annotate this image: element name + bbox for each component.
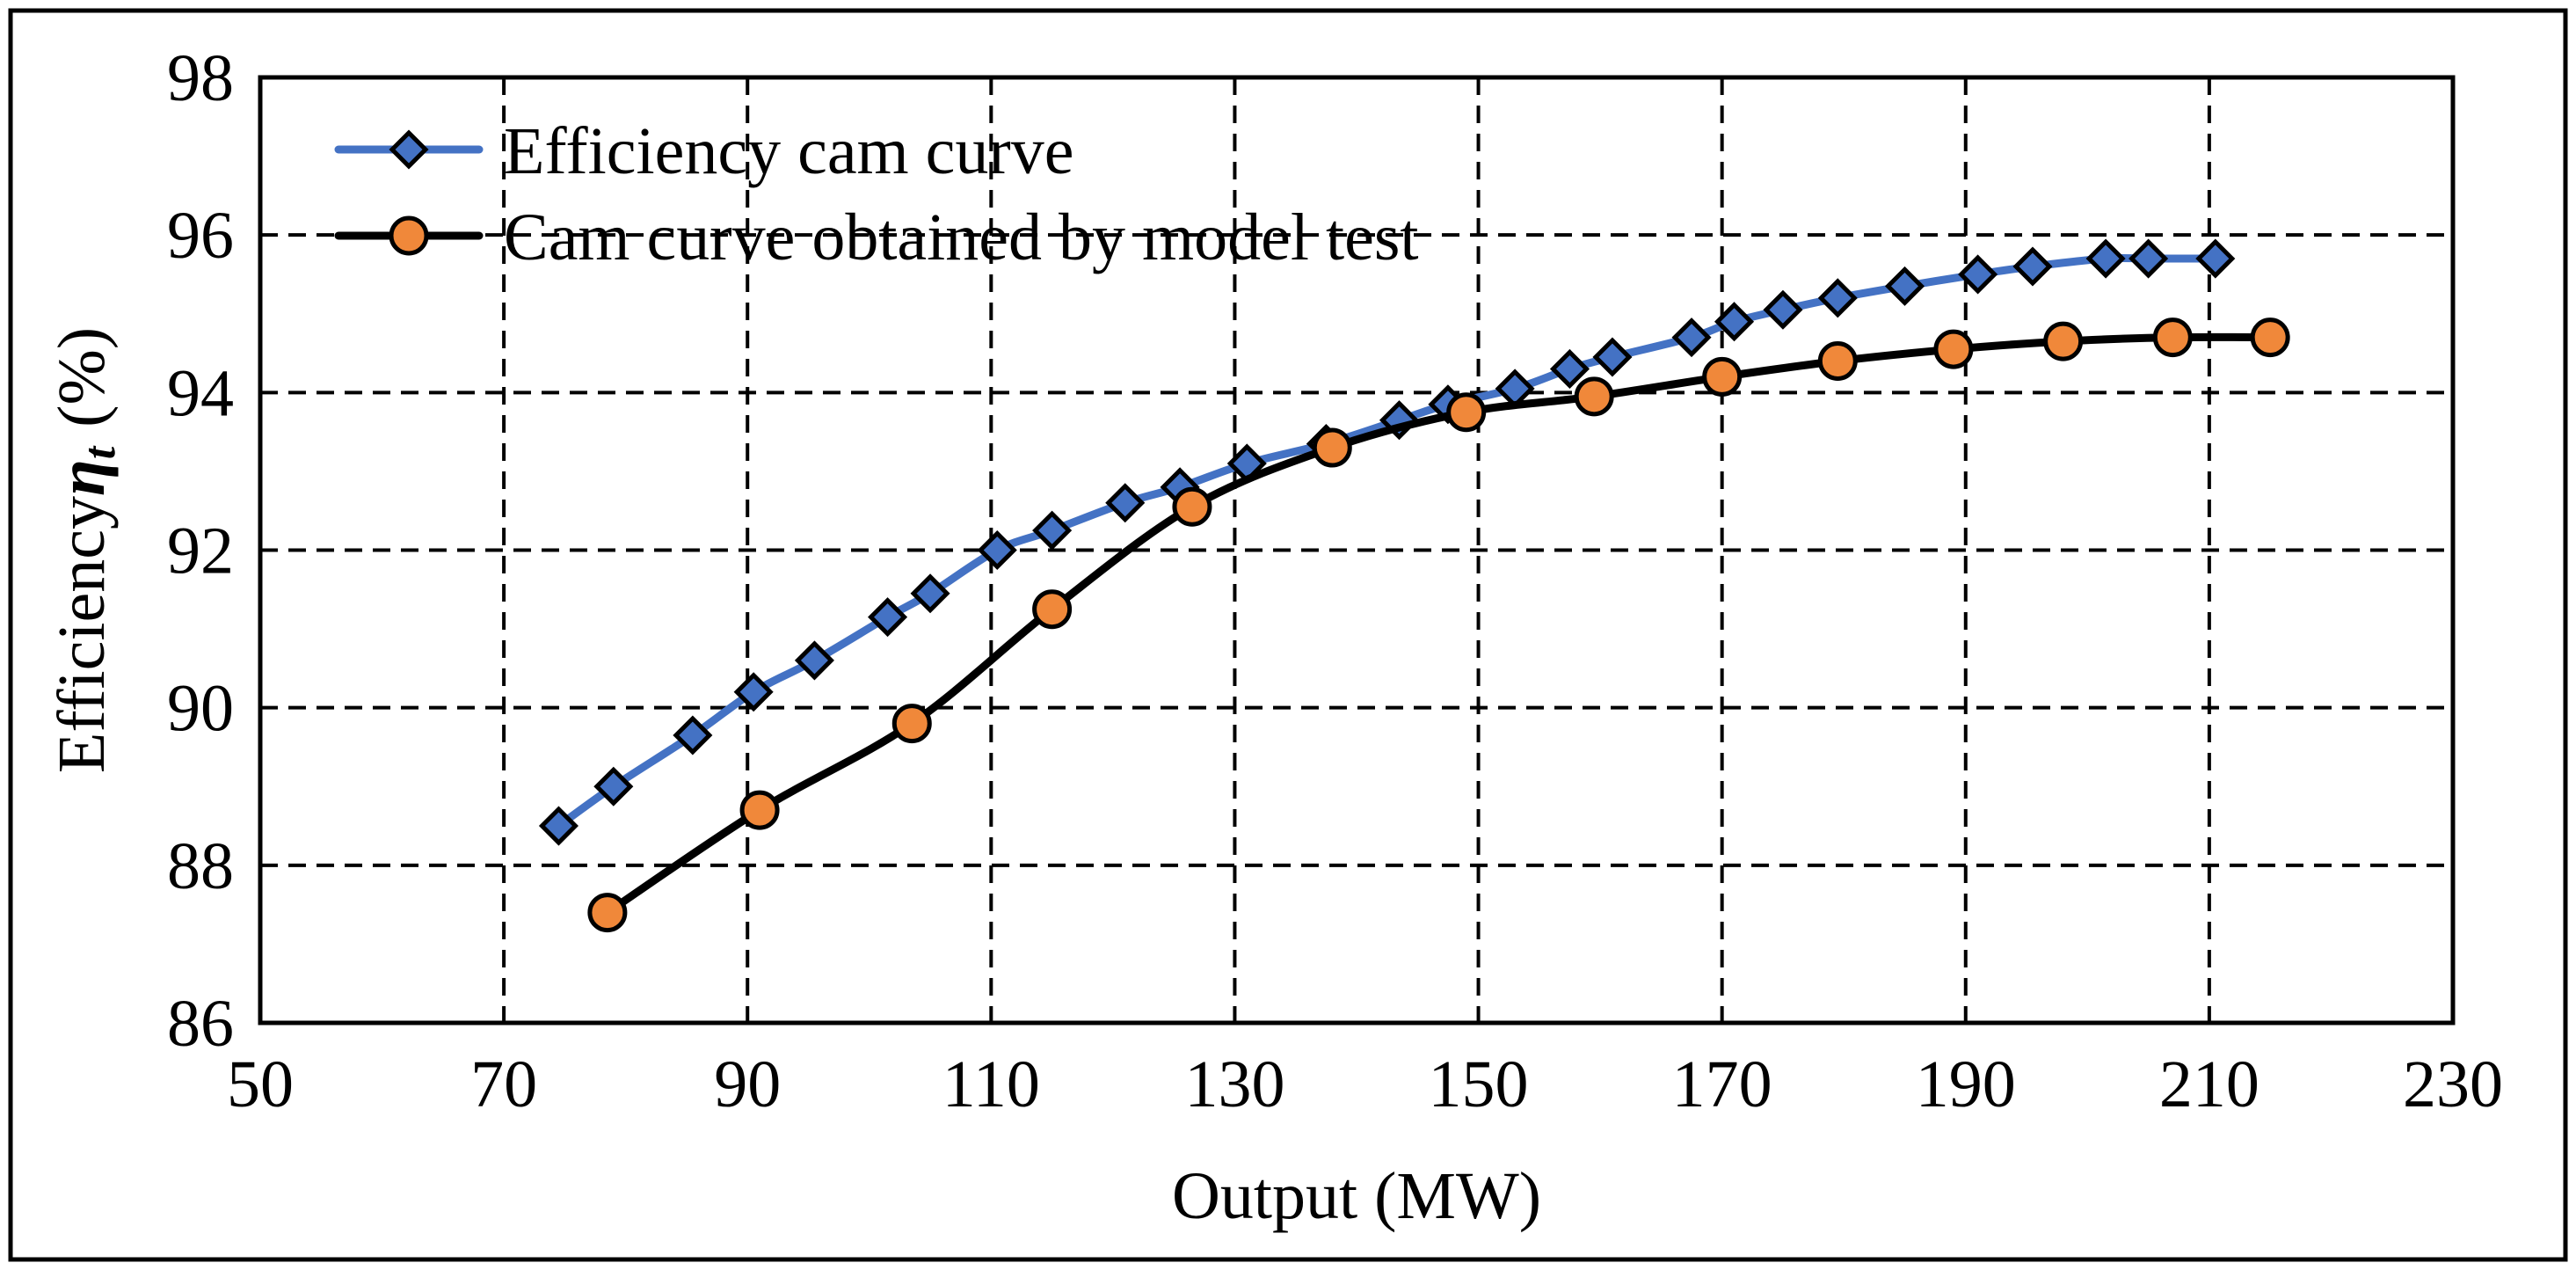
data-point <box>673 715 713 755</box>
data-point <box>1312 427 1352 468</box>
data-point <box>2152 318 2193 358</box>
series-model-test-cam-curve <box>587 318 2290 933</box>
data-point <box>977 529 1017 571</box>
figure-border <box>8 8 2568 1262</box>
x-tick-label: 190 <box>1916 1047 2016 1121</box>
svg-text:Efficiencyηt(%): Efficiencyηt (%) <box>45 327 125 773</box>
series-layer <box>538 238 2290 933</box>
x-tick-label: 70 <box>470 1047 537 1121</box>
data-point <box>1671 318 1712 358</box>
y-tick-label: 94 <box>167 356 234 430</box>
data-point <box>2012 246 2053 287</box>
data-point <box>1172 486 1212 527</box>
data-point <box>1574 376 1614 417</box>
y-axis-title-symbol: η <box>45 459 119 496</box>
legend: Efficiency cam curve Cam curve obtained b… <box>334 114 1419 274</box>
x-axis-tick-labels: 50 70 90 110 130 150 170 190 210 230 <box>227 1047 2503 1121</box>
y-tick-label: 86 <box>167 987 234 1061</box>
data-point <box>1105 483 1146 523</box>
data-point <box>2250 318 2290 358</box>
y-tick-label: 90 <box>167 672 234 746</box>
data-point <box>868 597 908 638</box>
data-point <box>1714 302 1755 342</box>
data-point <box>1702 356 1743 397</box>
data-point <box>1817 278 1858 318</box>
data-point <box>1958 254 1998 295</box>
x-tick-label: 130 <box>1184 1047 1284 1121</box>
data-point <box>593 766 634 807</box>
x-tick-label: 230 <box>2403 1047 2503 1121</box>
data-point <box>891 704 932 744</box>
legend-marker <box>389 215 429 256</box>
data-point <box>2128 238 2169 279</box>
y-tick-label: 92 <box>167 515 234 588</box>
data-point <box>1032 589 1073 630</box>
data-point <box>794 640 834 681</box>
x-tick-label: 50 <box>227 1047 294 1121</box>
y-axis-title-unit: (%) <box>45 327 119 427</box>
data-point <box>1884 266 1925 306</box>
y-tick-label: 88 <box>167 829 234 903</box>
data-point <box>1446 392 1487 433</box>
x-tick-label: 90 <box>714 1047 781 1121</box>
data-point <box>1817 341 1858 381</box>
data-point <box>733 672 774 712</box>
data-point <box>538 806 579 846</box>
y-axis-title: Efficiencyηt (%) <box>45 327 125 773</box>
x-tick-label: 150 <box>1429 1047 1529 1121</box>
y-axis-tick-labels: 86 88 90 92 94 96 98 <box>167 41 234 1061</box>
legend-item: Cam curve obtained by model test <box>334 201 1419 274</box>
data-point <box>1933 329 1974 369</box>
data-point <box>1032 510 1073 551</box>
data-point <box>2195 238 2236 279</box>
y-axis-title-text: Efficiency <box>45 496 119 773</box>
plot-area <box>258 75 2456 1025</box>
y-tick-label: 98 <box>167 41 234 115</box>
y-axis-title-subscript: t <box>75 445 125 459</box>
grid-lines <box>260 77 2453 1023</box>
data-point <box>1763 289 1803 330</box>
data-point <box>1549 348 1590 389</box>
legend-marker <box>389 129 429 170</box>
y-tick-label: 96 <box>167 199 234 273</box>
legend-label: Cam curve obtained by model test <box>504 201 1419 274</box>
x-axis-title: Output (MW) <box>1172 1159 1541 1233</box>
x-tick-label: 110 <box>942 1047 1040 1121</box>
x-tick-label: 210 <box>2159 1047 2259 1121</box>
data-point <box>1592 337 1633 377</box>
data-point <box>2043 321 2084 361</box>
legend-label: Efficiency cam curve <box>504 114 1073 188</box>
data-point <box>739 790 780 830</box>
x-tick-label: 170 <box>1672 1047 1772 1121</box>
data-point <box>587 893 628 933</box>
legend-item: Efficiency cam curve <box>334 114 1073 188</box>
data-point <box>910 573 950 614</box>
data-point <box>2085 238 2126 279</box>
